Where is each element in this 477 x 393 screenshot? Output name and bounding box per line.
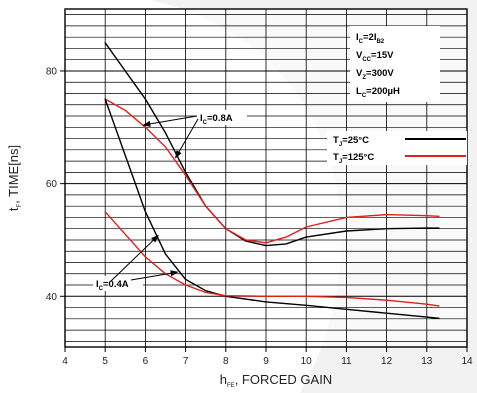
series-line-1 [104,42,440,247]
y-axis-title: tF, TIME[ns] [6,145,23,211]
annotation-arrow [130,270,179,281]
y-tick-label: 60 [46,179,58,190]
x-tick-label: 10 [301,356,313,367]
legend-box [327,131,467,165]
x-tick-label: 8 [223,356,229,367]
x-tick-label: 14 [461,356,473,367]
annotation-arrow [142,115,198,127]
y-axis-title-group: tF, TIME[ns] [6,145,23,211]
x-tick-label: 12 [381,356,393,367]
x-axis-title: hFE, FORCED GAIN [220,372,332,389]
y-tick-label: 40 [46,292,58,303]
series-line-4 [104,211,440,307]
x-tick-label: 7 [183,356,189,367]
annotation-arrow [110,234,159,282]
annotation-ic-0-4a: IC=0.4A [96,279,129,292]
condition-label: VCC=15V [356,50,394,63]
annotation-bg [197,110,247,125]
annotation-arrow [175,118,199,159]
legend-label: TJ=125°C [333,152,374,165]
x-tick-label: 6 [143,356,149,367]
condition-label: VZ=300V [356,68,394,81]
x-tick-label: 4 [62,356,68,367]
y-tick-label: 80 [46,66,58,77]
series-line-2 [104,98,440,244]
x-tick-label: 5 [102,356,108,367]
condition-label: IC=2IB2 [356,32,385,45]
annotation-ic-0-8a: IC=0.8A [200,113,233,126]
legend-label: TJ=25°C [333,135,369,148]
x-tick-label: 9 [263,356,269,367]
conditions-box [350,26,440,102]
condition-label: LC=200µH [356,86,400,99]
x-tick-label: 11 [341,356,352,367]
x-tick-label: 13 [421,356,433,367]
annotation-bg [93,276,143,291]
